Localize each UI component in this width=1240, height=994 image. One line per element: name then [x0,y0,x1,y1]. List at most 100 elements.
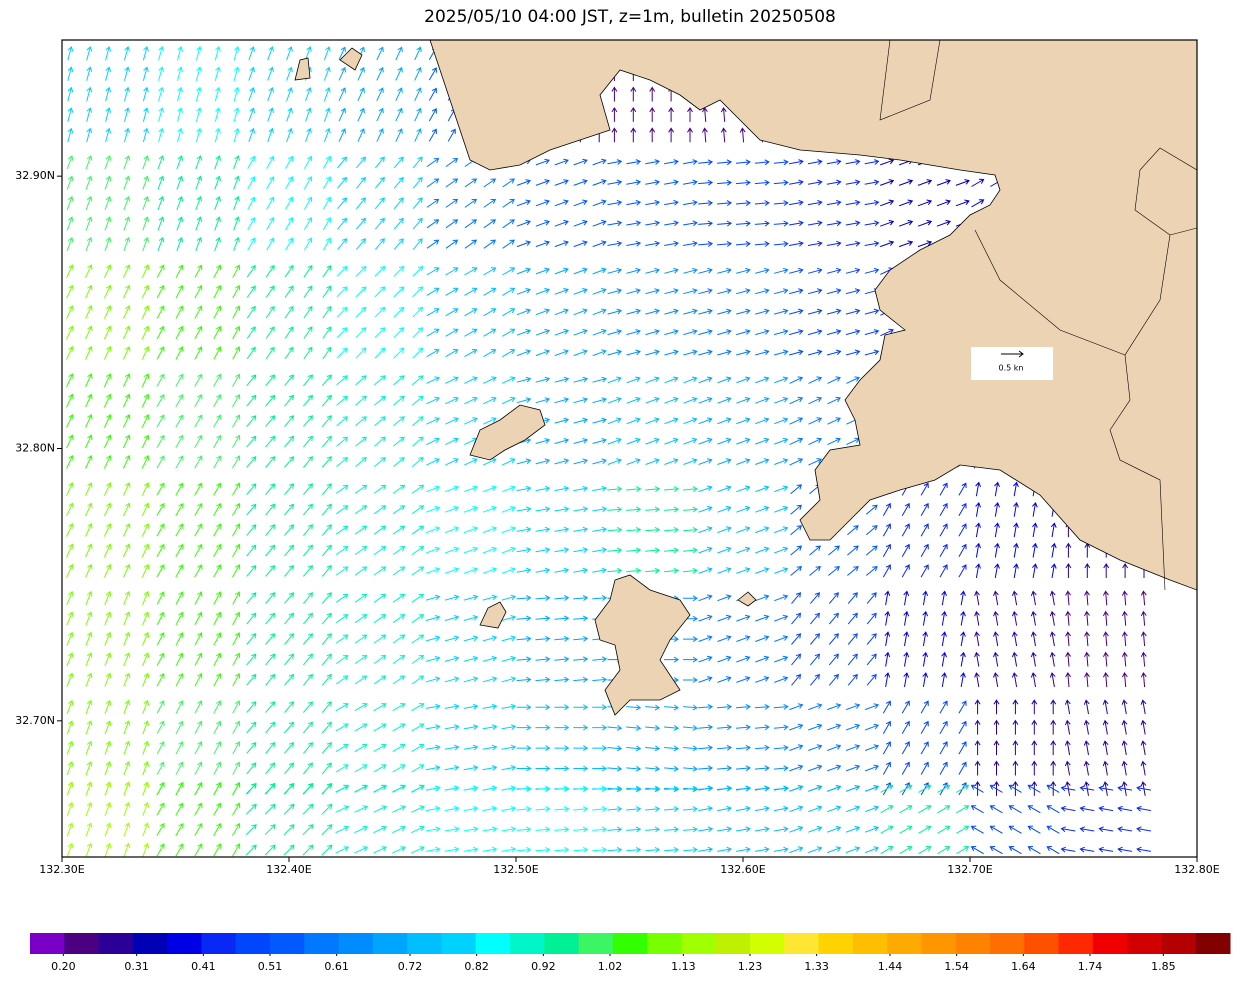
current-arrow [845,220,861,227]
current-arrow [233,45,240,61]
current-arrow [1136,805,1151,812]
current-arrow [265,762,276,775]
current-arrow [266,216,275,231]
current-arrow [232,373,241,387]
current-arrow [607,506,623,513]
current-arrow [698,594,713,602]
current-arrow [501,526,516,534]
current-arrow [845,329,861,336]
current-arrow [335,654,349,665]
colorbar-swatch [98,933,134,954]
current-arrow [573,785,589,792]
current-arrow [554,846,570,853]
current-arrow [807,329,823,336]
x-tick-label: 132.30E [39,863,84,876]
current-arrow [501,376,516,384]
current-arrow [736,267,751,274]
current-arrow [845,785,861,792]
current-arrow [305,107,312,122]
current-arrow [284,374,295,387]
current-arrow [412,347,424,359]
current-arrow [233,195,240,211]
current-arrow [482,546,497,554]
current-arrow [828,653,839,666]
current-arrow [1060,785,1076,792]
current-arrow [754,805,770,812]
current-arrow [554,656,570,663]
current-arrow [373,593,387,603]
current-arrow [122,502,131,517]
current-arrow [1009,867,1021,874]
current-arrow [322,155,331,169]
current-arrow [899,784,913,793]
current-arrow [827,396,841,405]
current-arrow [175,543,184,557]
current-arrow [246,762,257,775]
current-arrow [573,635,589,642]
current-arrow [66,543,74,558]
current-arrow [395,46,403,61]
current-arrow [847,612,858,625]
current-arrow [754,846,770,853]
current-arrow [683,179,698,186]
current-arrow [993,672,999,687]
current-arrow [156,284,165,299]
current-arrow [213,843,222,857]
current-arrow [809,545,821,556]
current-arrow [266,237,275,251]
current-arrow [104,842,112,857]
current-arrow [755,458,770,465]
current-arrow [354,546,368,556]
current-arrow [122,305,131,319]
current-arrow [791,653,802,666]
colorbar-swatch [270,933,305,954]
current-arrow [1083,719,1090,735]
current-arrow [739,127,746,143]
current-arrow [501,765,517,771]
current-arrow [501,805,517,812]
current-arrow [303,346,313,360]
current-arrow [232,591,241,605]
current-arrow [1098,826,1114,833]
current-arrow [482,805,498,812]
current-arrow [142,822,150,837]
current-arrow [246,503,257,516]
current-arrow [156,611,165,626]
current-arrow [607,868,621,873]
current-arrow [463,635,479,642]
current-arrow [85,543,93,558]
current-arrow [373,846,387,854]
current-arrow [573,485,589,492]
current-arrow [444,744,460,751]
current-arrow [444,826,460,833]
current-arrow [284,394,295,407]
current-arrow [392,867,405,874]
current-arrow [698,437,713,445]
current-arrow [683,725,698,731]
colorbar-swatch [750,933,785,954]
current-arrow [445,178,459,188]
current-arrow [810,653,821,666]
current-arrow [664,868,678,873]
current-arrow [264,803,276,815]
current-arrow [392,614,406,624]
current-arrow [66,652,74,667]
current-arrow [974,631,980,647]
current-arrow [303,721,313,734]
current-arrow [807,159,823,165]
current-arrow [826,349,842,356]
current-arrow [516,328,531,336]
colorbar-swatch [510,933,545,954]
current-arrow [85,175,93,190]
current-arrow [355,416,367,427]
current-arrow [698,417,713,425]
current-arrow [736,288,751,295]
current-arrow [683,417,698,425]
current-arrow [157,216,165,231]
current-arrow [1013,542,1019,558]
current-arrow [592,240,607,248]
current-arrow [664,826,680,833]
current-arrow [592,397,607,404]
current-arrow [573,308,588,316]
current-arrow [717,846,732,853]
